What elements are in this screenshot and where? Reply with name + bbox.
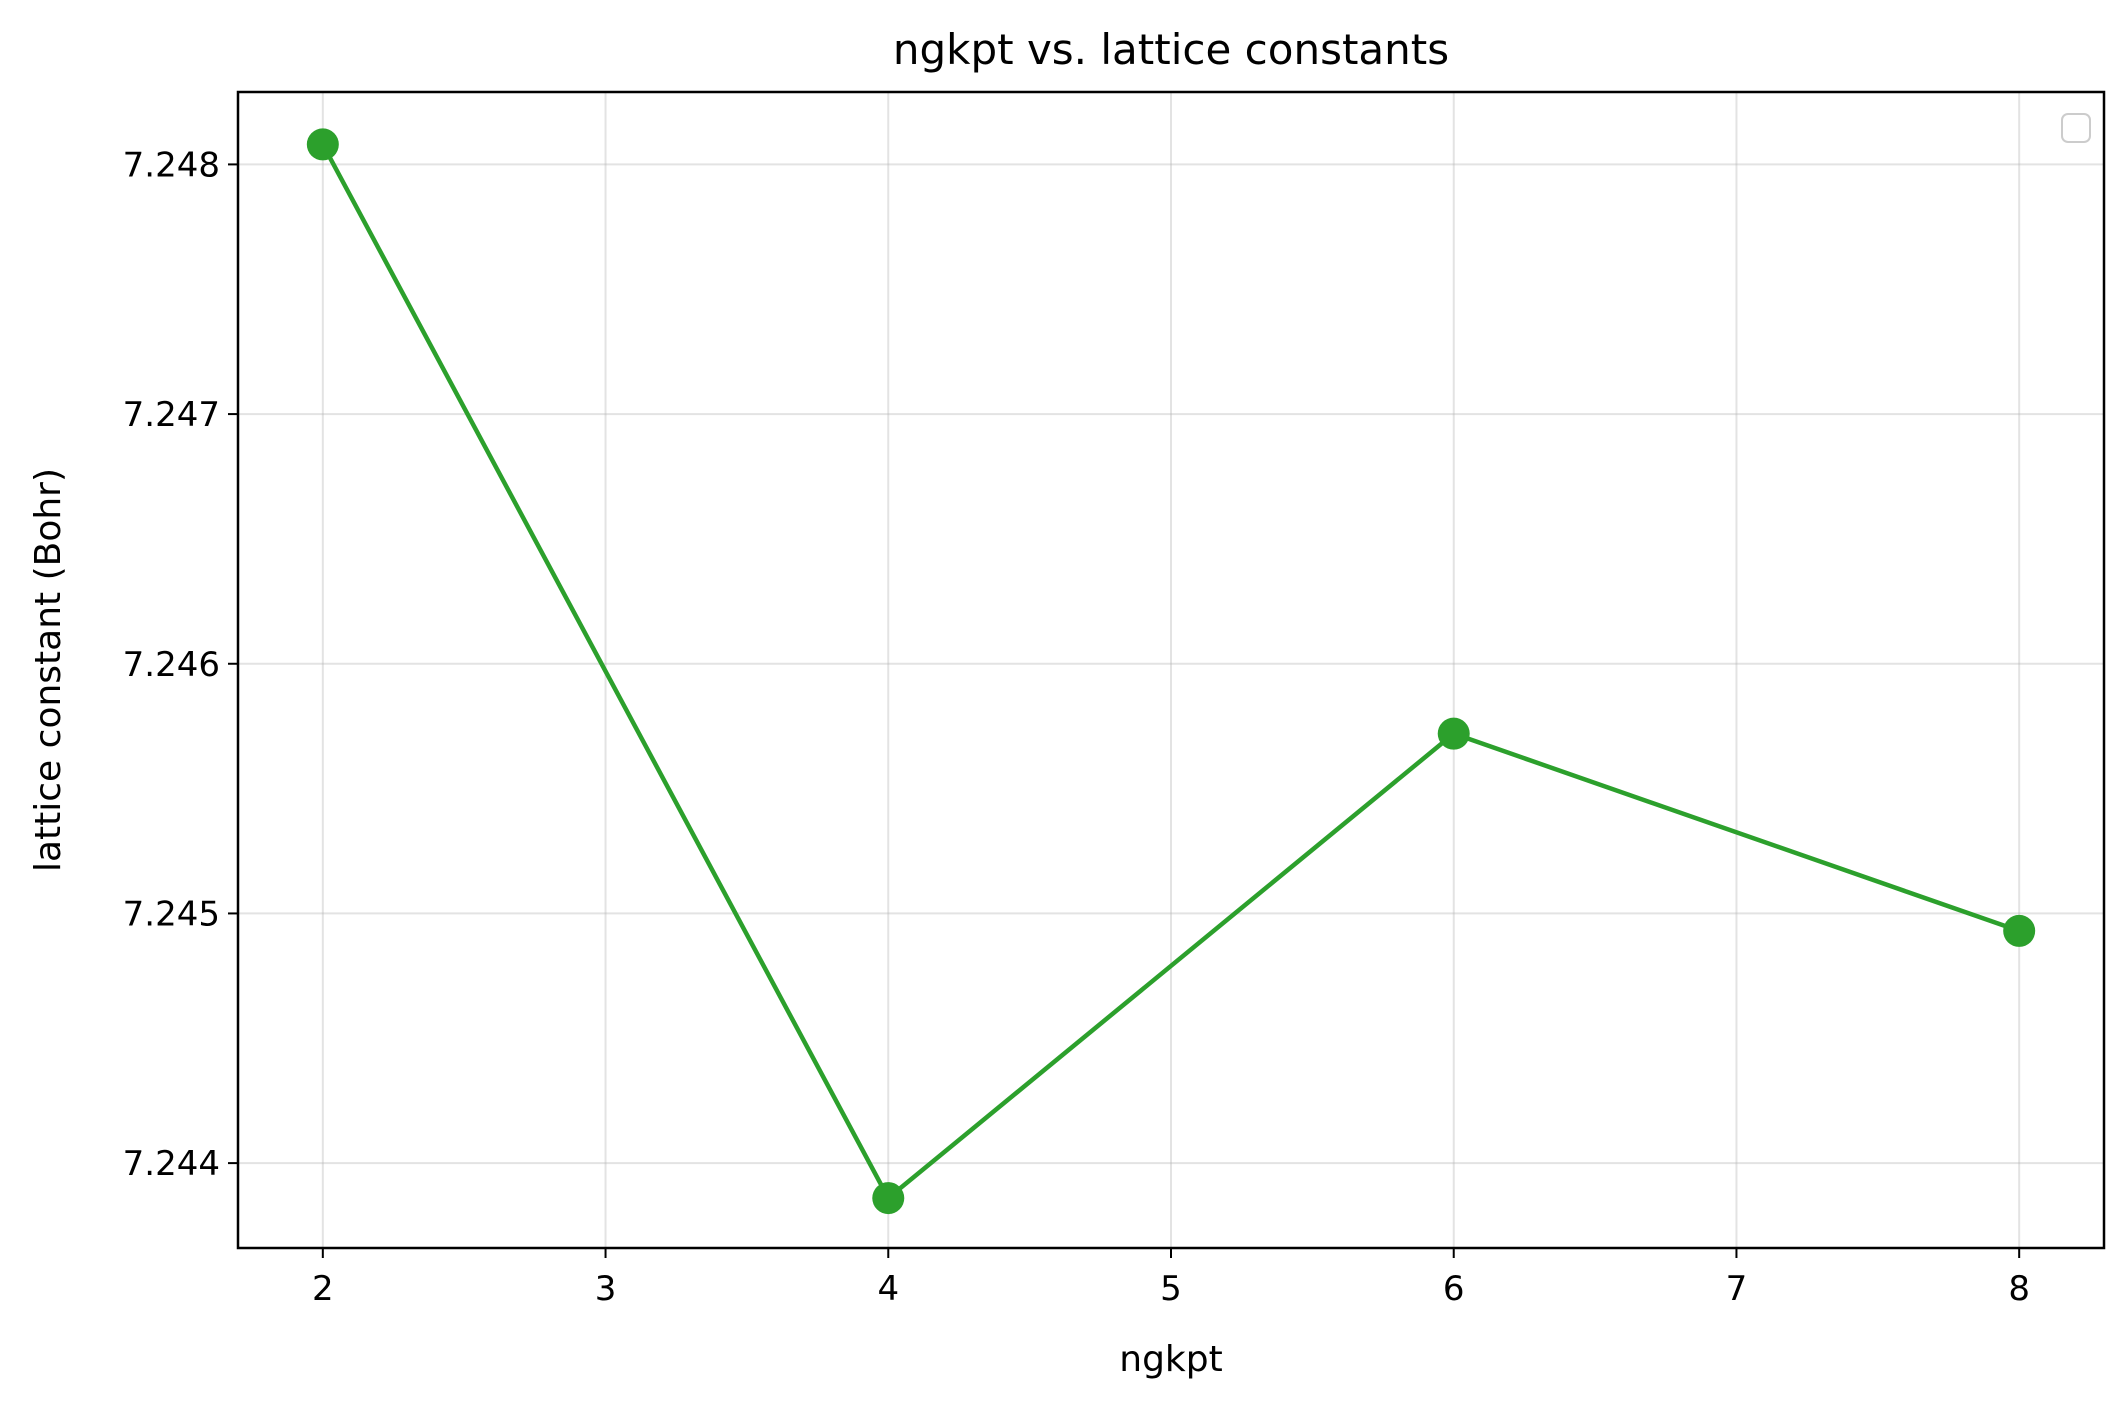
x-tick-label: 2	[312, 1269, 334, 1309]
plot-frame	[236, 90, 2106, 1250]
legend-box	[2061, 113, 2091, 143]
series-layer	[306, 128, 2036, 1215]
x-tick-label: 6	[1443, 1269, 1465, 1309]
data-point	[1437, 717, 1470, 750]
x-tick-label: 5	[1160, 1269, 1182, 1309]
data-point	[2003, 914, 2036, 947]
y-axis-label: lattice constant (Bohr)	[28, 468, 69, 872]
y-tick-label: 7.245	[123, 894, 220, 934]
y-tick-label: 7.244	[123, 1144, 220, 1184]
x-tick-label: 7	[1726, 1269, 1748, 1309]
y-tick-label: 7.248	[123, 145, 220, 185]
y-tick-label: 7.246	[123, 645, 220, 685]
data-point	[872, 1182, 905, 1215]
x-axis-label: ngkpt	[1119, 1339, 1222, 1380]
x-tick-label: 4	[877, 1269, 899, 1309]
chart-title: ngkpt vs. lattice constants	[893, 25, 1449, 74]
grid	[238, 92, 2104, 1248]
x-tick-label: 3	[595, 1269, 617, 1309]
series-line	[320, 143, 2020, 1201]
x-tick-label: 8	[2008, 1269, 2030, 1309]
data-point	[306, 128, 339, 161]
axis-ticks: 2 3 4 5 6 7 8 7.244 7.245 7.246 7.247 7.248	[123, 145, 2030, 1309]
y-tick-label: 7.247	[123, 395, 220, 435]
